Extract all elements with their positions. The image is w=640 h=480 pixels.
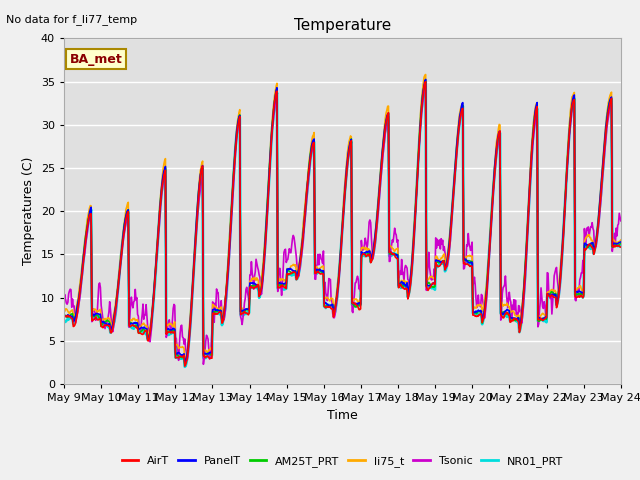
li75_t — [422, 72, 429, 77]
PanelT — [422, 77, 429, 83]
li75_t — [127, 318, 135, 324]
li75_t — [60, 309, 68, 315]
AirT — [422, 79, 429, 84]
AirT — [181, 363, 189, 369]
AirT — [70, 323, 78, 329]
Tsonic — [422, 84, 429, 89]
Line: Tsonic: Tsonic — [64, 86, 621, 364]
AM25T_PRT — [181, 362, 189, 368]
Y-axis label: Temperatures (C): Temperatures (C) — [22, 157, 35, 265]
PanelT — [60, 314, 68, 320]
AirT — [60, 314, 68, 320]
PanelT — [411, 217, 419, 223]
NR01_PRT — [181, 364, 189, 370]
Line: NR01_PRT: NR01_PRT — [64, 80, 621, 367]
Tsonic — [428, 277, 436, 283]
Tsonic — [200, 361, 207, 367]
PanelT — [214, 308, 222, 313]
NR01_PRT — [185, 341, 193, 347]
AM25T_PRT — [617, 240, 625, 246]
li75_t — [182, 357, 189, 362]
Line: AM25T_PRT: AM25T_PRT — [64, 82, 621, 365]
AirT — [428, 281, 436, 287]
NR01_PRT — [428, 285, 436, 291]
NR01_PRT — [127, 324, 135, 330]
AM25T_PRT — [214, 307, 222, 313]
PanelT — [70, 318, 78, 324]
PanelT — [617, 239, 625, 245]
AirT — [617, 244, 625, 250]
AirT — [185, 341, 193, 347]
Text: BA_met: BA_met — [70, 53, 122, 66]
PanelT — [181, 360, 189, 366]
li75_t — [411, 213, 419, 218]
AM25T_PRT — [422, 79, 429, 84]
Title: Temperature: Temperature — [294, 18, 391, 33]
AM25T_PRT — [60, 312, 68, 317]
Line: li75_t: li75_t — [64, 74, 621, 360]
AM25T_PRT — [185, 340, 193, 346]
X-axis label: Time: Time — [327, 408, 358, 421]
PanelT — [428, 281, 436, 287]
AirT — [214, 310, 222, 316]
li75_t — [428, 274, 436, 279]
AM25T_PRT — [411, 218, 419, 224]
li75_t — [617, 237, 625, 243]
AM25T_PRT — [70, 317, 78, 323]
NR01_PRT — [422, 77, 429, 83]
PanelT — [127, 321, 135, 326]
AirT — [411, 220, 419, 226]
AirT — [127, 323, 135, 328]
NR01_PRT — [214, 309, 222, 315]
AM25T_PRT — [127, 320, 135, 326]
PanelT — [185, 337, 193, 343]
Tsonic — [411, 224, 419, 230]
Text: No data for f_li77_temp: No data for f_li77_temp — [6, 14, 138, 25]
Line: AirT: AirT — [64, 82, 621, 366]
NR01_PRT — [411, 219, 419, 225]
Tsonic — [70, 303, 78, 309]
NR01_PRT — [617, 243, 625, 249]
Tsonic — [127, 294, 135, 300]
Line: PanelT: PanelT — [64, 80, 621, 363]
Tsonic — [214, 289, 222, 295]
li75_t — [214, 306, 222, 312]
Tsonic — [60, 300, 68, 305]
NR01_PRT — [60, 320, 68, 325]
Tsonic — [617, 218, 625, 224]
NR01_PRT — [70, 318, 78, 324]
Legend: AirT, PanelT, AM25T_PRT, li75_t, Tsonic, NR01_PRT: AirT, PanelT, AM25T_PRT, li75_t, Tsonic,… — [117, 452, 568, 471]
li75_t — [70, 312, 78, 318]
AM25T_PRT — [428, 284, 436, 289]
Tsonic — [184, 354, 192, 360]
li75_t — [185, 333, 193, 338]
